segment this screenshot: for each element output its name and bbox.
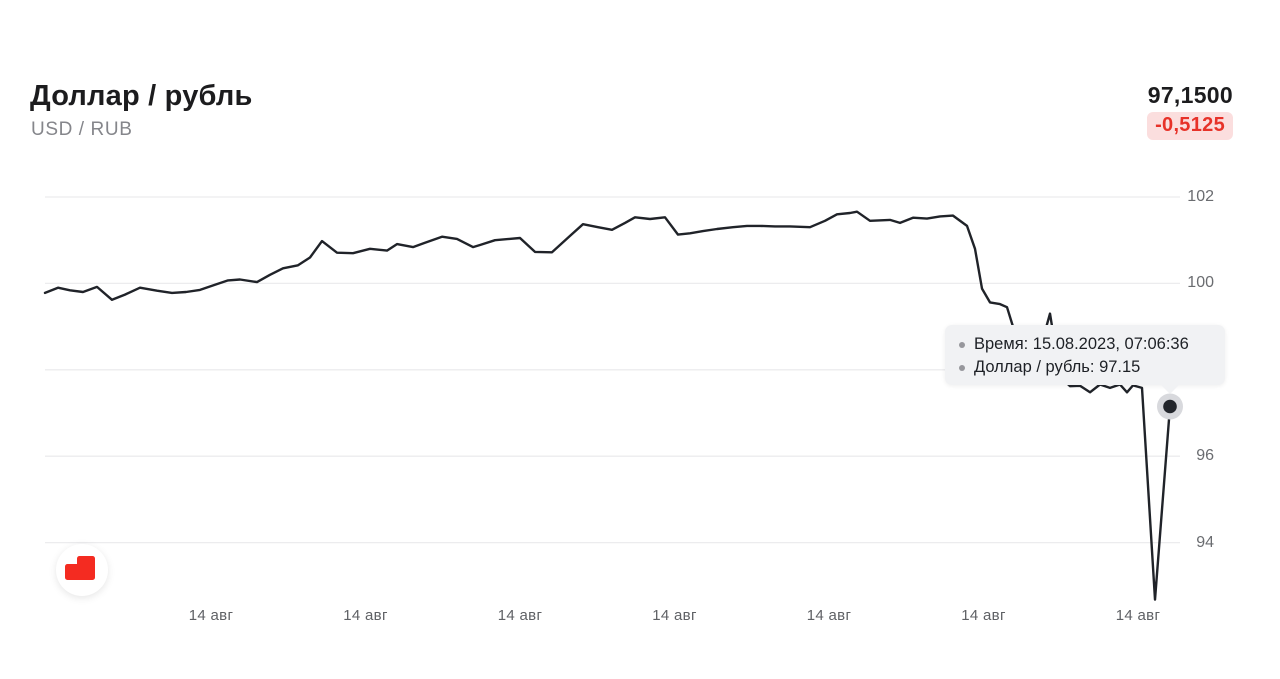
x-axis-tick-label: 14 авг [188, 607, 234, 624]
dot-icon [959, 364, 965, 371]
price-line [43, 210, 1172, 601]
price-change-badge: -0,5125 [1147, 112, 1233, 140]
broker-logo [56, 544, 108, 596]
dot-icon [959, 341, 965, 348]
x-axis-tick-label: 14 авг [961, 607, 1006, 624]
tooltip-time-text: Время: 15.08.2023, 07:06:36 [974, 335, 1189, 353]
y-axis-tick-label: 94 [1196, 533, 1214, 551]
instrument-ticker: USD / RUB [31, 119, 133, 140]
last-price: 97,1500 [1147, 82, 1233, 108]
tooltip-caret-icon [1160, 384, 1180, 394]
last-point-marker [1163, 399, 1177, 414]
x-axis-tick-label: 14 авг [652, 607, 697, 624]
x-axis-tick-label: 14 авг [497, 607, 543, 624]
x-axis-tick-label: 14 авг [343, 607, 388, 624]
y-axis-tick-label: 100 [1187, 274, 1214, 292]
tooltip-value-text: Доллар / рубль: 97.15 [974, 358, 1141, 376]
chart-tooltip: Время: 15.08.2023, 07:06:36 Доллар / руб… [945, 325, 1225, 394]
y-axis-tick-label: 102 [1187, 188, 1214, 205]
tooltip-value-row: Доллар / рубль: 97.15 [959, 356, 1225, 379]
broker-logo-icon [65, 556, 95, 580]
x-axis-tick-label: 14 авг [1115, 607, 1161, 624]
tooltip-time-row: Время: 15.08.2023, 07:06:36 [959, 333, 1225, 356]
instrument-title: Доллар / рубль [30, 80, 253, 112]
x-axis-tick-label: 14 авг [806, 607, 852, 624]
y-axis-tick-label: 96 [1196, 447, 1214, 465]
